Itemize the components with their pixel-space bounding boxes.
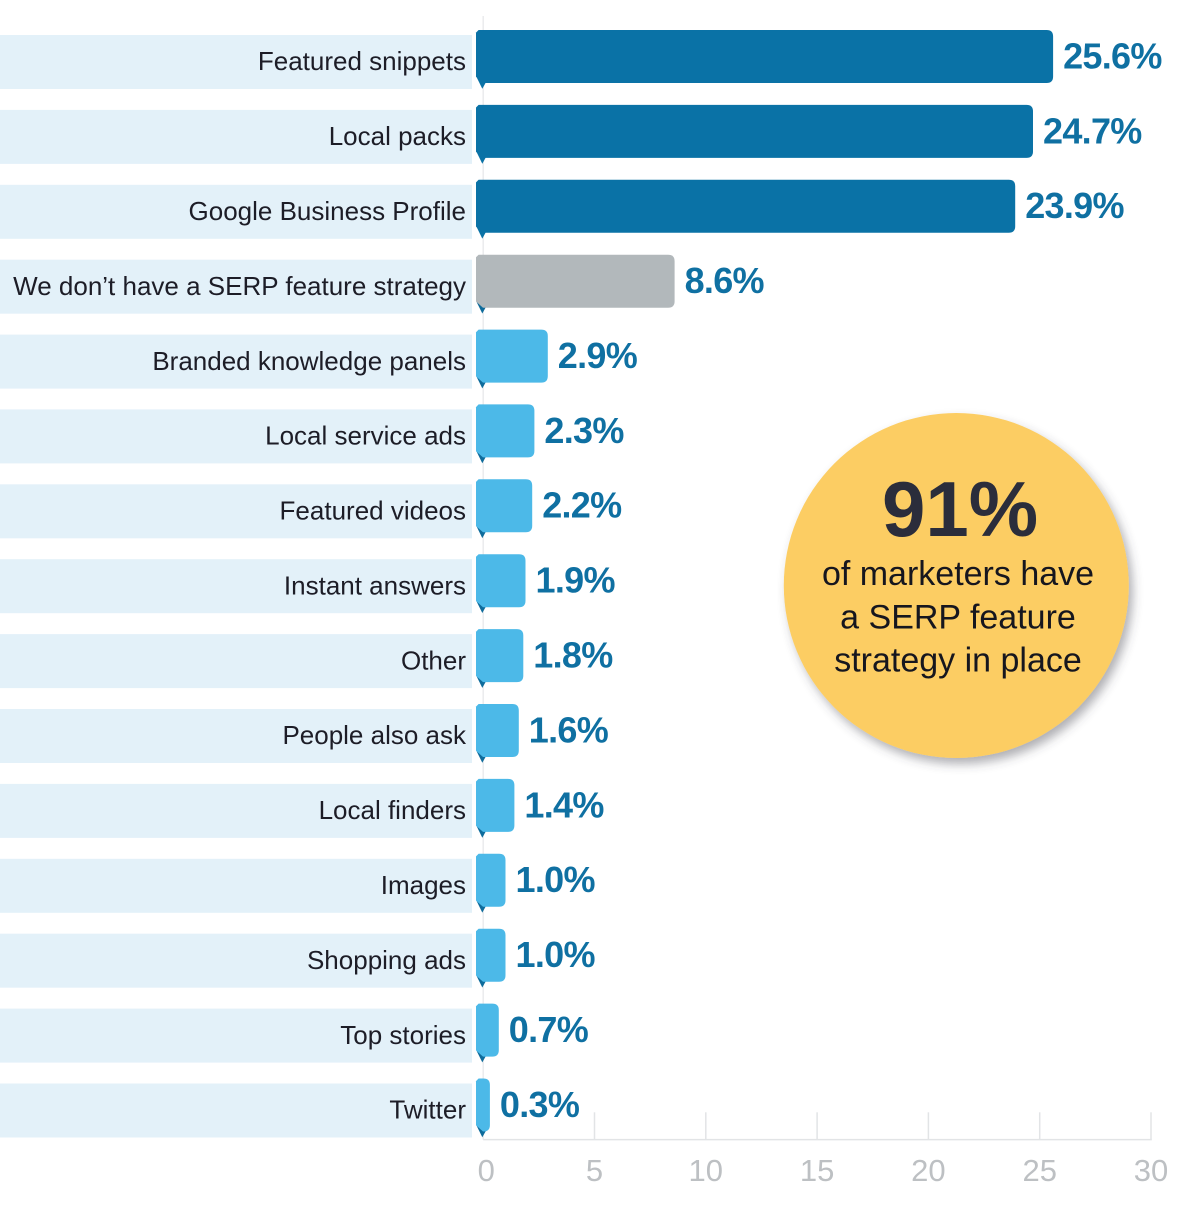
svg-text:Other: Other (401, 645, 466, 675)
svg-text:24.7%: 24.7% (1043, 110, 1142, 151)
svg-text:Local finders: Local finders (319, 795, 466, 825)
svg-text:10: 10 (689, 1153, 723, 1188)
svg-text:0.3%: 0.3% (500, 1084, 580, 1125)
svg-text:1.6%: 1.6% (529, 709, 609, 750)
svg-text:Local packs: Local packs (329, 121, 466, 151)
svg-text:of marketers have: of marketers have (822, 555, 1094, 593)
svg-text:Branded knowledge panels: Branded knowledge panels (152, 346, 466, 376)
svg-text:15: 15 (800, 1153, 834, 1188)
svg-text:Shopping ads: Shopping ads (307, 945, 466, 975)
svg-text:1.9%: 1.9% (536, 560, 616, 601)
svg-text:Twitter: Twitter (389, 1095, 466, 1125)
svg-text:a SERP feature: a SERP feature (840, 598, 1076, 636)
svg-text:0: 0 (478, 1153, 495, 1188)
svg-text:0.7%: 0.7% (509, 1009, 589, 1050)
svg-text:91%: 91% (882, 465, 1038, 553)
svg-text:People also ask: People also ask (282, 720, 467, 750)
svg-text:1.0%: 1.0% (516, 859, 596, 900)
svg-text:Local service ads: Local service ads (265, 421, 466, 451)
svg-text:23.9%: 23.9% (1025, 185, 1124, 226)
svg-text:20: 20 (911, 1153, 945, 1188)
svg-text:2.2%: 2.2% (542, 485, 622, 526)
svg-text:8.6%: 8.6% (685, 260, 765, 301)
svg-text:2.9%: 2.9% (558, 335, 638, 376)
svg-text:Featured videos: Featured videos (280, 496, 466, 526)
svg-text:Top stories: Top stories (340, 1020, 466, 1050)
svg-text:5: 5 (586, 1153, 603, 1188)
svg-text:Google Business Profile: Google Business Profile (189, 196, 466, 226)
svg-text:We don’t have a SERP feature s: We don’t have a SERP feature strategy (13, 271, 466, 301)
svg-text:1.4%: 1.4% (524, 784, 604, 825)
svg-text:30: 30 (1134, 1153, 1168, 1188)
svg-text:1.0%: 1.0% (516, 934, 596, 975)
svg-text:25.6%: 25.6% (1063, 35, 1162, 76)
svg-text:Featured snippets: Featured snippets (258, 46, 466, 76)
svg-text:Instant answers: Instant answers (284, 570, 466, 600)
svg-text:strategy in place: strategy in place (834, 642, 1082, 680)
svg-text:25: 25 (1022, 1153, 1056, 1188)
svg-text:Images: Images (381, 870, 466, 900)
svg-text:1.8%: 1.8% (533, 635, 613, 676)
svg-text:2.3%: 2.3% (544, 410, 624, 451)
